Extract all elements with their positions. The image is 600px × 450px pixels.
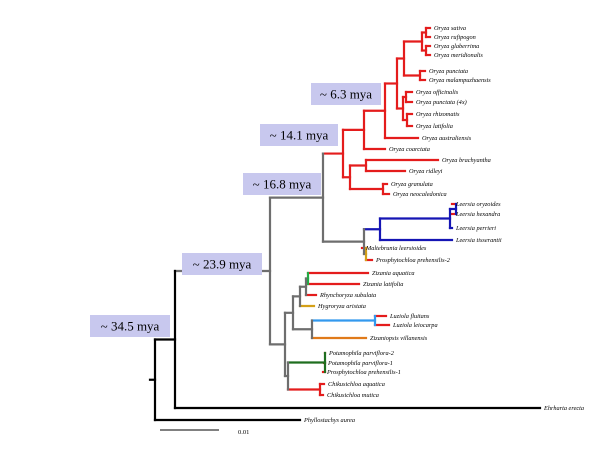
taxon-label: Oryza officinalis bbox=[416, 89, 459, 96]
taxon-labels: Oryza sativa Oryza rufipogon Oryza glaberr… bbox=[303, 25, 584, 424]
taxon-label: Zizania aquatica bbox=[372, 270, 415, 277]
scale-bar: 0.01 bbox=[160, 429, 249, 436]
divergence-age-label: ~ 23.9 mya bbox=[193, 257, 252, 272]
taxon-label: Oryza rhizomatis bbox=[416, 111, 460, 118]
taxon-label: Oryza australiensis bbox=[422, 135, 472, 142]
taxon-label: Prosphytochloa prehensilis-2 bbox=[375, 257, 451, 264]
scale-bar-label: 0.01 bbox=[238, 429, 249, 436]
tree-branches bbox=[148, 26, 542, 422]
taxon-label: Luziola leiocarpa bbox=[392, 322, 438, 329]
taxon-label: Hygroryza aristata bbox=[317, 303, 366, 310]
taxon-label: Oryza latifolia bbox=[416, 123, 453, 130]
taxon-label: Leersia hexandra bbox=[455, 211, 500, 218]
taxon-label: Oryza neocaledonica bbox=[393, 191, 447, 198]
age-label-box bbox=[90, 315, 170, 337]
taxon-label: Oryza ridleyi bbox=[409, 168, 443, 175]
taxon-label: Chikusichloa aquatica bbox=[328, 381, 385, 388]
divergence-age-label: ~ 34.5 mya bbox=[101, 319, 160, 334]
taxon-label: Oryza punctata bbox=[429, 68, 468, 75]
taxon-label: Potamophila parviflora-1 bbox=[327, 360, 393, 367]
taxon-label: Luziola fluitans bbox=[389, 313, 430, 320]
taxon-label: Prosphytochloa prehensilis-1 bbox=[326, 369, 401, 376]
taxon-label: Leersia tisserantii bbox=[455, 237, 502, 244]
taxon-label: Oryza rufipogon bbox=[434, 34, 476, 41]
divergence-age-labels: ~ 6.3 mya ~ 14.1 mya ~ 16.8 mya ~ 23.9 mya ~… bbox=[90, 83, 381, 337]
taxon-label: Maltebrunia leersioides bbox=[365, 245, 427, 252]
age-label-box bbox=[311, 83, 381, 105]
taxon-label: Oryza brachyantha bbox=[442, 157, 491, 164]
taxon-label: Leersia oryzoides bbox=[455, 201, 501, 208]
divergence-age-label: ~ 16.8 mya bbox=[253, 177, 312, 192]
divergence-age-label: ~ 6.3 mya bbox=[320, 87, 372, 102]
taxon-label: Oryza meridionalis bbox=[434, 52, 483, 59]
divergence-age-label: ~ 14.1 mya bbox=[270, 128, 329, 143]
taxon-label: Oryza punctata (4x) bbox=[416, 99, 467, 106]
taxon-label: Phyllostachys aurea bbox=[303, 417, 355, 424]
taxon-label: Zizania latifolia bbox=[363, 281, 403, 288]
taxon-label: Rhynchoryza subulata bbox=[319, 292, 376, 299]
age-label-box bbox=[182, 253, 262, 275]
age-label-box bbox=[243, 173, 321, 195]
taxon-label: Oryza coarctata bbox=[389, 146, 430, 153]
taxon-label: Oryza malampuzhaensis bbox=[429, 77, 491, 84]
taxon-label: Oryza sativa bbox=[434, 25, 466, 32]
taxon-label: Chikusichloa mutica bbox=[327, 392, 379, 399]
taxon-label: Zizaniopsis villanensis bbox=[370, 335, 428, 342]
taxon-label: Ehrharta erecta bbox=[543, 405, 584, 412]
taxon-label: Leersia perrieri bbox=[455, 225, 496, 232]
taxon-label: Oryza granulata bbox=[391, 181, 433, 188]
taxon-label: Oryza glaberrima bbox=[434, 43, 479, 50]
taxon-label: Potamophila parviflora-2 bbox=[328, 350, 395, 357]
age-label-box bbox=[260, 124, 338, 146]
